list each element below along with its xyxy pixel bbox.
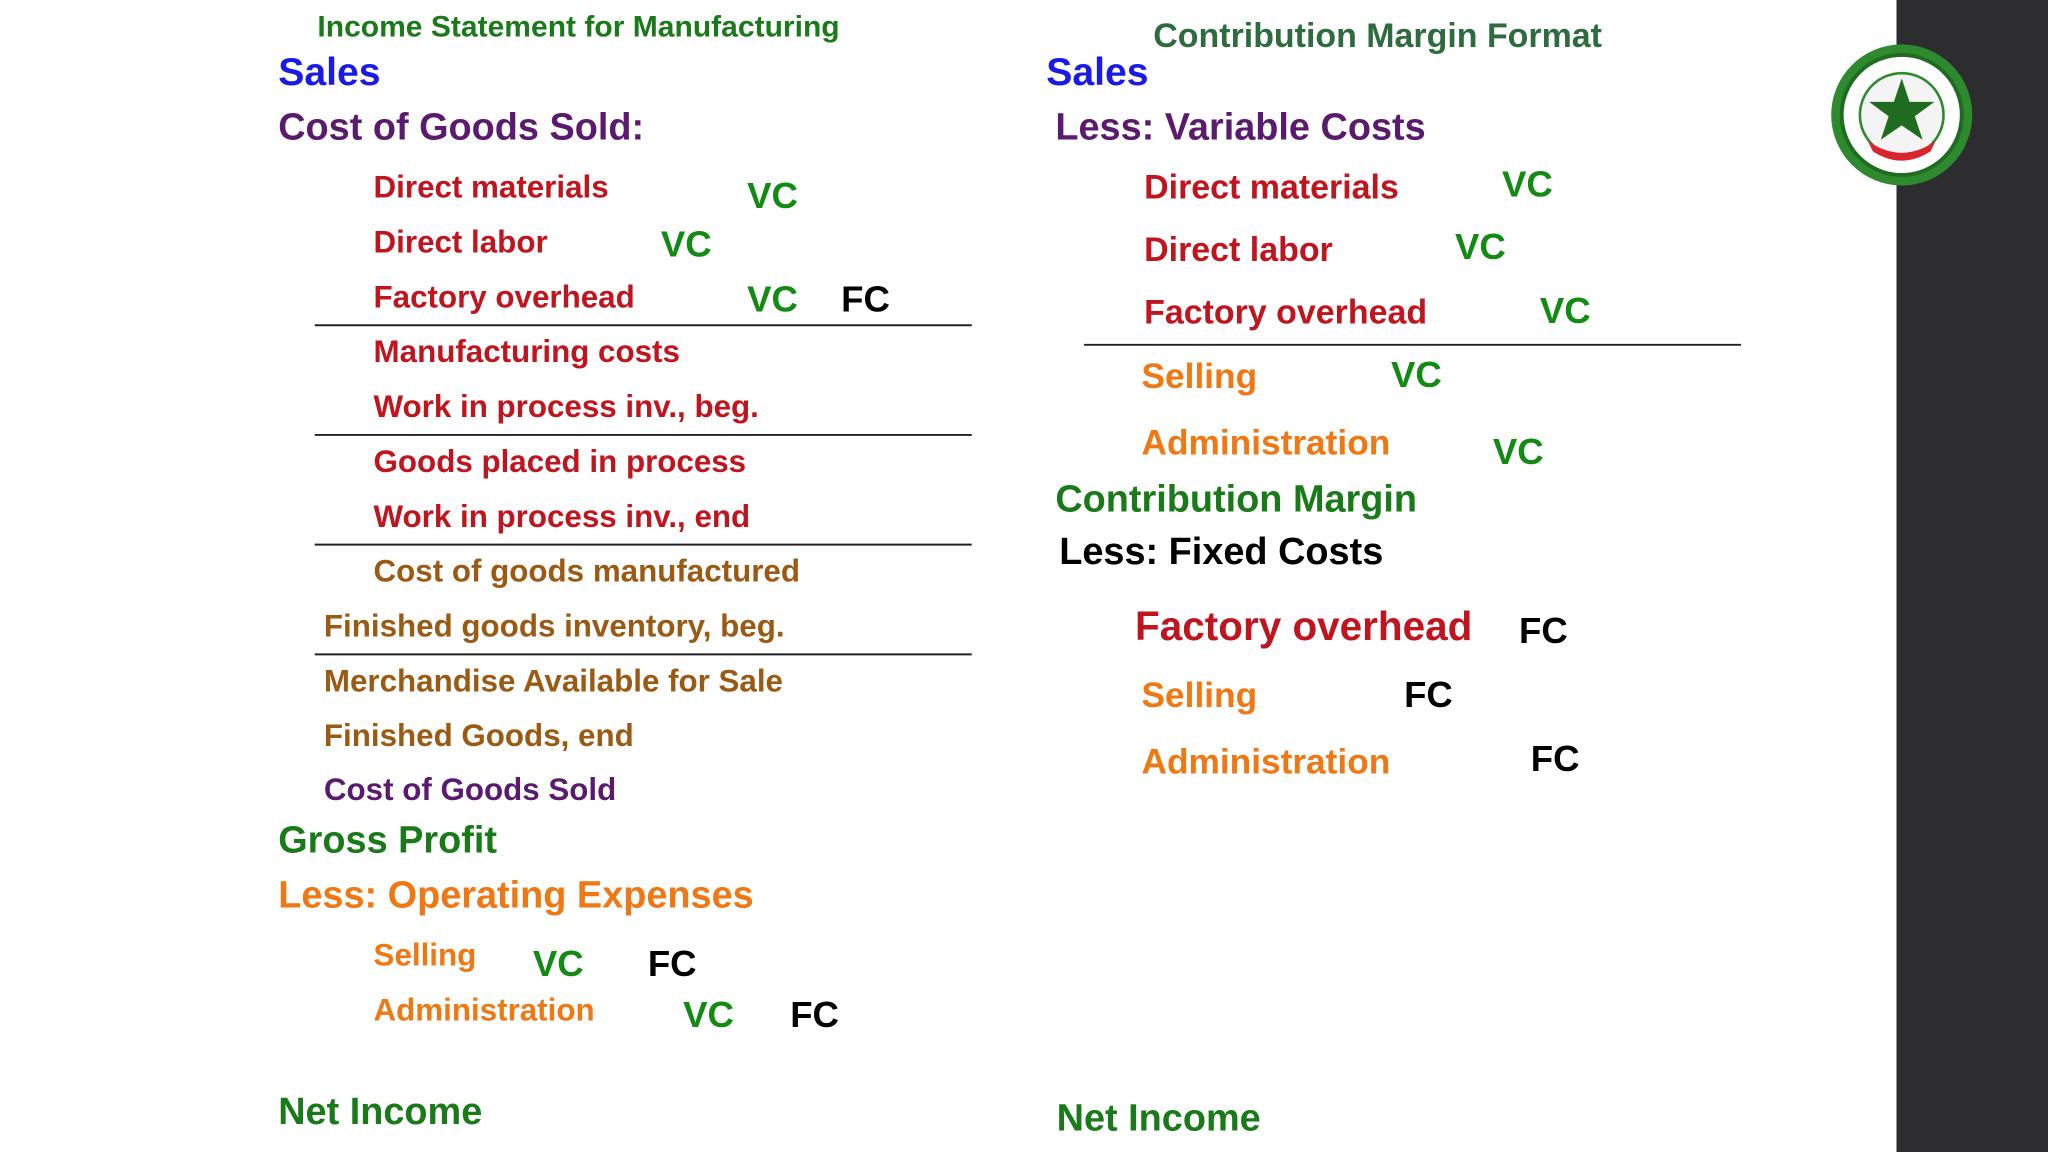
left-line: Factory overhead bbox=[374, 279, 635, 314]
right-line: Administration bbox=[1142, 742, 1391, 781]
left-line: Manufacturing costs bbox=[374, 334, 680, 369]
right-line: Direct materials bbox=[1144, 168, 1399, 206]
left-line: Merchandise Available for Sale bbox=[324, 663, 783, 698]
left-line: Finished goods inventory, beg. bbox=[324, 609, 785, 644]
left-line: Finished Goods, end bbox=[324, 718, 634, 753]
right-line: Direct labor bbox=[1144, 231, 1333, 269]
right-line: Less: Variable Costs bbox=[1055, 106, 1425, 148]
right-line: Factory overhead bbox=[1135, 603, 1472, 649]
left-line: Administration bbox=[374, 993, 595, 1028]
cost-tag: FC bbox=[648, 943, 697, 984]
left-line: Cost of Goods Sold: bbox=[278, 106, 644, 148]
cost-tag: FC bbox=[1404, 674, 1453, 715]
left-line: Less: Operating Expenses bbox=[278, 874, 754, 916]
side-bar bbox=[1896, 0, 2048, 1152]
cost-tag: VC bbox=[683, 994, 734, 1035]
rules bbox=[314, 324, 1742, 656]
slide-background bbox=[0, 0, 1896, 1152]
left-line: Direct labor bbox=[374, 225, 548, 260]
cost-tag: VC bbox=[533, 943, 584, 984]
left-line: Net Income bbox=[278, 1091, 482, 1133]
cost-tag: VC bbox=[1540, 290, 1591, 331]
cost-tag: VC bbox=[1391, 354, 1442, 395]
left-line: Sales bbox=[278, 51, 380, 94]
cost-tag: VC bbox=[661, 224, 712, 265]
cost-tag: VC bbox=[747, 175, 798, 216]
left-line: Work in process inv., end bbox=[374, 499, 751, 534]
right-line: Selling bbox=[1142, 676, 1258, 715]
left-line: Direct materials bbox=[374, 170, 609, 205]
cost-tag: VC bbox=[1502, 163, 1553, 204]
cost-tag: VC bbox=[1493, 431, 1544, 472]
right-line: Factory overhead bbox=[1144, 294, 1427, 332]
cost-tag: VC bbox=[747, 278, 798, 319]
left-line: Gross Profit bbox=[278, 819, 497, 861]
right-line: Contribution Margin bbox=[1055, 479, 1417, 521]
cost-tag: FC bbox=[1531, 738, 1580, 779]
cost-tag: VC bbox=[1455, 226, 1506, 267]
left-line: Cost of Goods Sold bbox=[324, 772, 616, 807]
left-line: Work in process inv., beg. bbox=[374, 389, 759, 424]
right-line: Selling bbox=[1142, 357, 1258, 396]
cost-tag: FC bbox=[790, 994, 839, 1035]
right-line: Less: Fixed Costs bbox=[1059, 531, 1383, 573]
left-line: Cost of goods manufactured bbox=[374, 554, 800, 589]
left-line: Selling bbox=[374, 938, 477, 973]
right-line: Sales bbox=[1046, 51, 1148, 94]
left-title: Income Statement for Manufacturing bbox=[317, 11, 839, 44]
right-line: Net Income bbox=[1057, 1098, 1261, 1140]
logo bbox=[1831, 44, 1973, 186]
cost-tag: FC bbox=[841, 278, 890, 319]
right-line: Administration bbox=[1142, 424, 1391, 463]
right-title: Contribution Margin Format bbox=[1153, 17, 1602, 55]
cost-tag: FC bbox=[1519, 610, 1568, 651]
left-line: Goods placed in process bbox=[374, 444, 747, 479]
